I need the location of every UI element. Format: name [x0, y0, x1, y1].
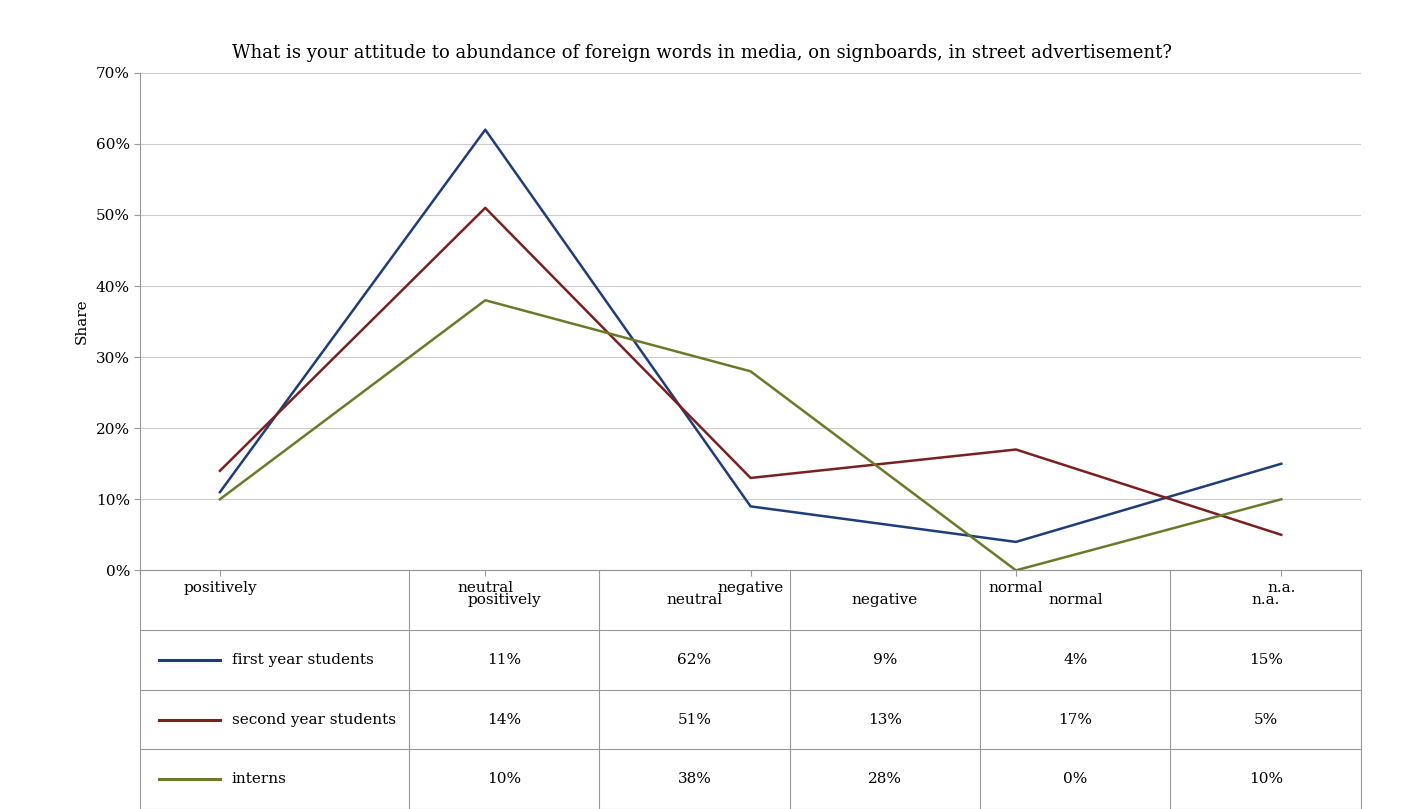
- Text: 28%: 28%: [868, 772, 902, 786]
- Y-axis label: Share: Share: [74, 299, 88, 345]
- Text: 13%: 13%: [868, 713, 902, 726]
- Text: normal: normal: [1048, 593, 1103, 608]
- Text: 4%: 4%: [1063, 653, 1087, 667]
- Text: 11%: 11%: [487, 653, 521, 667]
- Text: second year students: second year students: [231, 713, 396, 726]
- Text: 10%: 10%: [1249, 772, 1282, 786]
- Text: 9%: 9%: [873, 653, 897, 667]
- Text: n.a.: n.a.: [1251, 593, 1280, 608]
- Text: 51%: 51%: [678, 713, 711, 726]
- Text: positively: positively: [467, 593, 540, 608]
- Text: What is your attitude to abundance of foreign words in media, on signboards, in : What is your attitude to abundance of fo…: [231, 44, 1172, 62]
- Text: first year students: first year students: [231, 653, 373, 667]
- Text: 15%: 15%: [1249, 653, 1282, 667]
- Text: 0%: 0%: [1063, 772, 1087, 786]
- Text: neutral: neutral: [666, 593, 723, 608]
- Text: 38%: 38%: [678, 772, 711, 786]
- Text: 14%: 14%: [487, 713, 521, 726]
- Text: interns: interns: [231, 772, 286, 786]
- Text: 10%: 10%: [487, 772, 521, 786]
- Text: 17%: 17%: [1058, 713, 1093, 726]
- Text: negative: negative: [852, 593, 918, 608]
- Text: 5%: 5%: [1253, 713, 1278, 726]
- Text: 62%: 62%: [678, 653, 711, 667]
